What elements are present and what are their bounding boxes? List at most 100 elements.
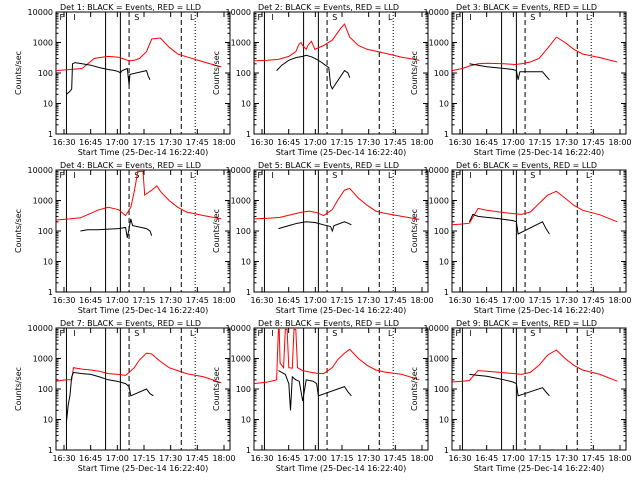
x-tick-label: 16:45 [79, 454, 102, 463]
y-tick-label: 10000 [28, 324, 53, 333]
panel-title: Det 2: BLACK = Events, RED = LLD [258, 3, 399, 12]
x-tick-label: 16:30 [52, 138, 75, 147]
detector-panel: Det 2: BLACK = Events, RED = LLD 1 10 100 10… [212, 3, 434, 157]
flag-label: S [530, 329, 535, 338]
y-tick-label: 10 [241, 258, 251, 267]
panel-title: Det 7: BLACK = Events, RED = LLD [60, 319, 201, 328]
y-tick-label: 10 [439, 258, 449, 267]
y-axis-label: Counts/sec [410, 51, 419, 95]
lld-series-line [55, 352, 222, 384]
detector-panel: Det 9: BLACK = Events, RED = LLD 1 10 100 10… [410, 319, 632, 473]
x-axis-label: Start Time (25-Dec-14 16:22:40) [276, 306, 407, 315]
flag-label: L [388, 171, 393, 180]
x-tick-label: 17:15 [132, 454, 155, 463]
y-tick-label: 1 [48, 446, 53, 455]
y-axis-label: Counts/sec [14, 51, 23, 95]
x-tick-label: 17:30 [159, 138, 182, 147]
detector-panel: Det 8: BLACK = Events, RED = LLD 1 10 100 10… [212, 319, 434, 473]
plot-frame [451, 169, 627, 293]
y-tick-label: 100 [434, 385, 449, 394]
flag-label: F [59, 171, 64, 180]
panel-title: Det 5: BLACK = Events, RED = LLD [258, 161, 399, 170]
flag-label: I [271, 329, 273, 338]
y-tick-label: 1 [246, 446, 251, 455]
x-tick-label: 17:30 [555, 138, 578, 147]
x-axis-label: Start Time (25-Dec-14 16:22:40) [474, 464, 605, 473]
lld-series-line [253, 23, 420, 62]
y-tick-label: 10 [241, 100, 251, 109]
y-tick-label: 10000 [28, 166, 53, 175]
x-tick-label: 16:30 [250, 454, 273, 463]
y-tick-label: 10 [439, 416, 449, 425]
plot-frame [451, 11, 627, 135]
flag-label: S [332, 329, 337, 338]
x-tick-label: 17:30 [159, 454, 182, 463]
flag-label: F [257, 329, 262, 338]
x-tick-label: 17:45 [186, 296, 209, 305]
flag-label: F [257, 171, 262, 180]
events-series-line [468, 213, 550, 235]
flag-label: I [469, 171, 471, 180]
x-tick-label: 17:45 [582, 454, 605, 463]
plot-frame [55, 327, 231, 451]
x-tick-label: 17:30 [357, 296, 380, 305]
y-tick-label: 100 [434, 227, 449, 236]
x-tick-label: 16:30 [250, 296, 273, 305]
x-tick-label: 16:45 [277, 296, 300, 305]
y-axis-label: Counts/sec [212, 209, 221, 253]
detector-panel: Det 4: BLACK = Events, RED = LLD 1 10 100 10… [14, 161, 236, 315]
plot-frame [253, 11, 429, 135]
x-tick-label: 18:00 [608, 296, 631, 305]
y-tick-label: 100 [38, 227, 53, 236]
panel-title: Det 9: BLACK = Events, RED = LLD [456, 319, 597, 328]
x-tick-label: 17:00 [502, 138, 525, 147]
flag-label: S [332, 13, 337, 22]
x-tick-label: 17:30 [159, 296, 182, 305]
x-tick-label: 17:00 [304, 454, 327, 463]
y-tick-label: 10000 [424, 8, 449, 17]
x-tick-label: 17:15 [528, 454, 551, 463]
x-tick-label: 16:30 [52, 454, 75, 463]
flag-label: L [388, 13, 393, 22]
detector-panel: Det 7: BLACK = Events, RED = LLD 1 10 100 10… [14, 319, 236, 473]
lld-series-line [451, 190, 618, 226]
x-tick-label: 18:00 [608, 454, 631, 463]
y-tick-label: 10000 [424, 166, 449, 175]
y-tick-label: 1 [444, 130, 449, 139]
x-tick-label: 17:15 [132, 296, 155, 305]
flag-label: S [332, 171, 337, 180]
y-tick-label: 100 [236, 385, 251, 394]
x-tick-label: 16:45 [475, 138, 498, 147]
x-tick-label: 18:00 [410, 138, 433, 147]
y-tick-label: 100 [38, 69, 53, 78]
y-tick-label: 1 [246, 130, 251, 139]
x-tick-label: 16:30 [448, 138, 471, 147]
flag-label: L [586, 171, 591, 180]
x-tick-label: 17:45 [582, 296, 605, 305]
events-series-line [66, 62, 151, 95]
y-tick-label: 100 [38, 385, 53, 394]
flag-label: S [134, 329, 139, 338]
events-series-line [278, 221, 352, 233]
lld-series-line [451, 349, 618, 383]
y-tick-label: 1 [246, 288, 251, 297]
y-tick-label: 10 [43, 416, 53, 425]
y-tick-label: 1000 [231, 355, 251, 364]
events-series-line [80, 218, 153, 238]
y-tick-label: 100 [236, 227, 251, 236]
x-tick-label: 17:00 [502, 296, 525, 305]
flag-label: S [530, 171, 535, 180]
y-tick-label: 10000 [226, 8, 251, 17]
y-axis-label: Counts/sec [410, 209, 419, 253]
x-tick-label: 17:15 [528, 296, 551, 305]
flag-label: L [586, 329, 591, 338]
x-tick-label: 17:15 [330, 138, 353, 147]
x-tick-label: 16:45 [475, 454, 498, 463]
x-tick-label: 17:45 [384, 296, 407, 305]
panel-title: Det 6: BLACK = Events, RED = LLD [456, 161, 597, 170]
x-tick-label: 18:00 [608, 138, 631, 147]
x-axis-label: Start Time (25-Dec-14 16:22:40) [474, 306, 605, 315]
x-tick-label: 17:30 [555, 296, 578, 305]
x-axis-label: Start Time (25-Dec-14 16:22:40) [78, 148, 209, 157]
x-tick-label: 17:15 [330, 454, 353, 463]
